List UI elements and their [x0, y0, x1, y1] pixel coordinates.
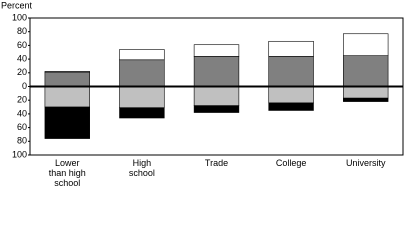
bar-segment: [193, 105, 240, 113]
y-tick-label: 40: [17, 108, 27, 118]
bar-segment: [44, 86, 90, 108]
bar-segment: [119, 107, 165, 119]
bar-segment: [343, 86, 389, 99]
bar-segment: [193, 44, 240, 57]
x-tick-label: College: [276, 158, 307, 168]
x-tick-label: Lower than high school: [49, 158, 86, 188]
bar-segment: [268, 86, 314, 104]
bar-segment: [44, 106, 90, 139]
bar-segment: [44, 71, 90, 73]
bar-segment: [44, 71, 90, 87]
y-tick-label: 60: [17, 122, 27, 132]
bar-segment: [343, 97, 389, 102]
y-axis-label: Percent: [1, 0, 33, 10]
bar-segment: [268, 56, 314, 87]
bar-segment: [343, 55, 389, 87]
x-tick-label: University: [346, 158, 386, 168]
x-tick-label: High school: [129, 158, 155, 178]
x-tick-label: Trade: [205, 158, 228, 168]
y-tick-label: 100: [12, 149, 27, 159]
y-tick-label: 100: [12, 12, 27, 22]
bar-segment: [268, 40, 314, 57]
chart: Percent 100 80 60 40 20 0 20 40 60 80 100 Lower than…: [1, 0, 404, 188]
bar-segment: [268, 102, 314, 111]
y-tick-label: 20: [17, 67, 27, 77]
bar-segment: [119, 49, 165, 61]
bar-segment: [193, 56, 240, 87]
y-tick-label: 80: [17, 26, 27, 36]
bar-segment: [343, 33, 389, 56]
bar-segment: [119, 86, 165, 109]
y-tick-label: 40: [17, 53, 27, 63]
bar-segment: [193, 86, 240, 106]
y-tick-label: 20: [17, 95, 27, 105]
y-tick-label: 60: [17, 40, 27, 50]
y-tick-label: 80: [17, 136, 27, 146]
bar-segment: [119, 59, 165, 87]
y-tick-label: 0: [22, 81, 27, 91]
